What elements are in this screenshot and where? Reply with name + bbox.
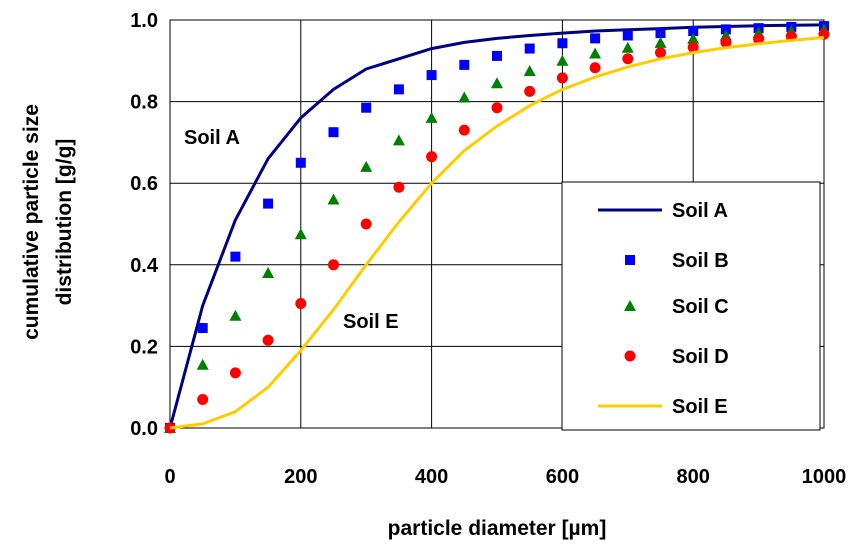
data-point-soil-c: [360, 160, 373, 172]
data-point-soil-b: [459, 59, 470, 70]
data-point-soil-c: [458, 91, 471, 103]
data-point-soil-c: [294, 228, 307, 240]
data-point-soil-b: [230, 251, 241, 262]
data-point-soil-d: [393, 181, 405, 193]
y-axis-ticks: 0.0 0.2 0.4 0.6 0.8 1.0: [130, 10, 159, 440]
data-point-soil-d: [197, 393, 209, 405]
data-point-soil-c: [687, 32, 700, 44]
legend-label: Soil E: [672, 396, 728, 418]
y-tick-label: 1.0: [130, 10, 158, 32]
data-point-soil-d: [262, 334, 274, 346]
x-tick-label: 200: [284, 466, 317, 488]
data-point-soil-d: [556, 72, 568, 84]
y-axis-title: cumulative particle size distribution [g…: [20, 104, 76, 340]
data-point-soil-b: [622, 30, 633, 41]
data-point-soil-b: [328, 127, 339, 138]
y-tick-label: 0.2: [130, 336, 158, 358]
data-point-soil-b: [426, 70, 437, 81]
data-point-soil-c: [392, 134, 405, 146]
data-point-soil-d: [687, 41, 699, 53]
data-point-soil-c: [425, 111, 438, 123]
y-tick-label: 0.0: [130, 418, 158, 440]
legend-swatch-marker: [625, 255, 635, 265]
series-soil-e: [169, 36, 825, 430]
y-tick-label: 0.4: [130, 255, 159, 277]
legend-item-soil-b: Soil B: [625, 250, 729, 272]
data-point-soil-b: [655, 28, 666, 39]
legend-label: Soil C: [672, 296, 729, 318]
legend-item-soil-e: Soil E: [598, 396, 728, 418]
data-point-soil-c: [589, 47, 602, 59]
y-tick-label: 0.8: [130, 92, 158, 114]
data-point-soil-c: [654, 36, 667, 48]
data-point-soil-b: [590, 33, 601, 44]
legend-label: Soil D: [672, 346, 729, 368]
y-axis-title-line-2: distribution [g/g]: [53, 139, 76, 306]
data-point-soil-d: [295, 298, 307, 310]
data-point-soil-d: [328, 259, 339, 271]
y-tick-label: 0.6: [130, 173, 158, 195]
data-point-soil-d: [720, 36, 732, 48]
data-point-soil-c: [523, 65, 536, 76]
annotation-soil-e: Soil E: [343, 311, 399, 333]
annotation-soil-a: Soil A: [184, 127, 240, 149]
data-point-soil-b: [295, 157, 306, 168]
legend: Soil A Soil B Soil C Soil D Soil E: [561, 181, 821, 431]
data-point-soil-b: [393, 84, 404, 95]
data-point-soil-c: [327, 193, 340, 205]
series-layer: [164, 21, 830, 434]
x-tick-label: 400: [415, 466, 448, 488]
legend-box: [561, 181, 821, 431]
data-point-soil-b: [524, 43, 535, 54]
legend-label: Soil A: [672, 200, 728, 222]
data-point-soil-b: [263, 198, 274, 209]
data-point-soil-b: [492, 50, 502, 61]
series-line-soil-e: [169, 36, 825, 430]
data-point-soil-d: [458, 124, 470, 136]
data-point-soil-c: [196, 358, 209, 370]
data-point-soil-b: [720, 24, 731, 35]
legend-label: Soil B: [672, 250, 729, 272]
legend-swatch-marker: [624, 350, 636, 362]
data-point-soil-d: [589, 62, 601, 74]
data-point-soil-d: [360, 218, 372, 230]
legend-item-soil-a: Soil A: [598, 200, 728, 222]
data-point-soil-b: [557, 38, 568, 49]
legend-item-soil-c: Soil C: [624, 296, 729, 318]
data-point-soil-d: [229, 367, 241, 379]
series-soil-a: [168, 23, 825, 429]
series-line-soil-a: [168, 23, 825, 429]
y-axis-title-line-1: cumulative particle size: [20, 104, 43, 340]
x-axis-title: particle diameter [µm]: [388, 517, 607, 540]
x-axis-ticks: 0 200 400 600 800 1000: [164, 466, 846, 488]
x-tick-label: 0: [164, 466, 175, 488]
data-point-soil-c: [621, 41, 634, 53]
data-point-soil-d: [524, 85, 536, 97]
plot-area-border: [169, 19, 825, 429]
data-point-soil-d: [622, 53, 634, 65]
data-point-soil-c: [556, 54, 569, 66]
series-soil-d: [164, 28, 830, 434]
data-point-soil-d: [491, 102, 503, 114]
data-point-soil-c: [491, 77, 503, 89]
legend-item-soil-d: Soil D: [624, 346, 729, 368]
data-point-soil-b: [197, 323, 208, 334]
data-point-soil-c: [719, 29, 732, 41]
data-point-soil-c: [229, 309, 242, 321]
x-tick-label: 1000: [802, 466, 847, 488]
data-point-soil-c: [262, 266, 275, 278]
data-point-soil-d: [426, 151, 438, 163]
x-tick-label: 600: [546, 466, 579, 488]
data-point-soil-b: [688, 26, 699, 37]
legend-swatch-marker: [624, 300, 636, 311]
data-point-soil-d: [655, 47, 666, 59]
data-point-soil-b: [361, 102, 372, 113]
x-tick-label: 800: [677, 466, 710, 488]
